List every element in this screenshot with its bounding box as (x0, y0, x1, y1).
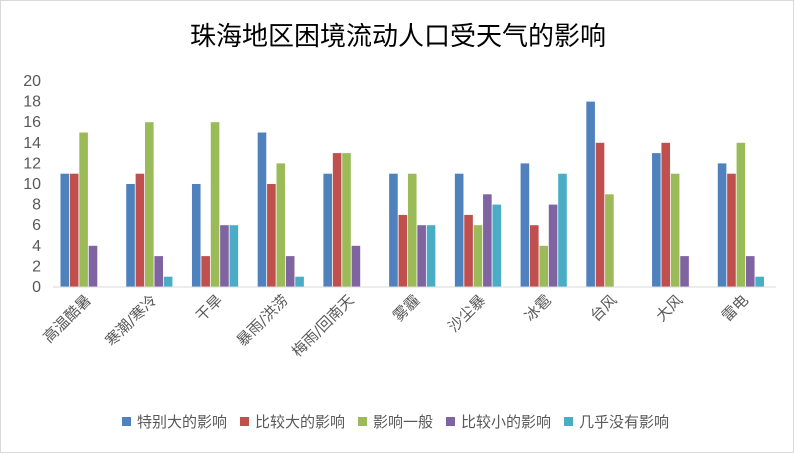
bar (529, 225, 539, 287)
legend-label: 比较大的影响 (255, 413, 345, 431)
bar (257, 132, 267, 287)
y-tick-label: 14 (23, 135, 41, 152)
bar (661, 142, 671, 287)
bar (595, 142, 605, 287)
bar (426, 225, 436, 287)
bar (586, 101, 595, 287)
x-tick-label: 高温酷暑 (40, 291, 95, 346)
legend-swatch (446, 417, 455, 426)
bar (154, 256, 164, 287)
y-tick-label: 16 (23, 114, 41, 131)
x-tick-label: 台风 (587, 291, 621, 325)
bar (267, 184, 276, 287)
legend-swatch (240, 417, 249, 426)
bar (191, 184, 201, 287)
bar (755, 276, 764, 287)
bar (605, 194, 614, 287)
y-tick-label: 2 (32, 258, 41, 275)
legend-label: 特别大的影响 (137, 413, 227, 431)
bar (60, 173, 70, 287)
bar (229, 225, 239, 287)
x-tick-label: 雾霾 (389, 291, 423, 325)
bar (473, 225, 483, 287)
bar (520, 163, 530, 287)
y-axis: 0 2 4 6 8 10 12 14 16 18 20 (23, 73, 41, 296)
x-tick-label: 雷电 (718, 291, 752, 325)
legend: 特别大的影响 比较大的影响 影响一般 比较小的影响 几乎没有影响 (122, 413, 669, 431)
bar (483, 194, 492, 287)
bar (135, 173, 145, 287)
x-tick-label: 沙尘暴 (444, 291, 489, 336)
x-tick-label: 梅雨/回南天 (288, 291, 357, 360)
bar (201, 256, 210, 287)
bar (398, 214, 408, 287)
bar (407, 173, 417, 287)
legend-label: 几乎没有影响 (579, 413, 669, 431)
y-tick-label: 6 (32, 217, 41, 234)
bar (145, 122, 154, 287)
legend-label: 影响一般 (373, 413, 433, 431)
x-tick-label: 寒潮/寒冷 (102, 291, 161, 350)
y-tick-label: 8 (32, 197, 41, 214)
bar (454, 173, 464, 287)
bar (163, 276, 173, 287)
bar (276, 163, 286, 287)
y-tick-label: 12 (23, 155, 41, 172)
bar (736, 142, 746, 287)
bar (464, 214, 473, 287)
bar (351, 245, 361, 287)
bar (548, 204, 558, 287)
y-tick-label: 4 (32, 238, 41, 255)
x-tick-label: 大风 (652, 291, 686, 325)
x-tick-label: 暴雨/洪涝 (233, 291, 292, 350)
bar (558, 173, 567, 287)
bar (717, 163, 727, 287)
bar (285, 256, 295, 287)
bar (670, 173, 680, 287)
legend-swatch (564, 417, 573, 426)
bars (60, 101, 764, 287)
bar (210, 122, 220, 287)
y-tick-label: 18 (23, 94, 41, 111)
bar (492, 204, 502, 287)
bar (88, 245, 98, 287)
bar (69, 173, 79, 287)
bar (332, 153, 342, 287)
bar (295, 276, 304, 287)
chart-title: 珠海地区困境流动人口受天气的影响 (190, 22, 606, 52)
bar (727, 173, 736, 287)
x-tick-label: 冰雹 (521, 291, 555, 325)
bar (323, 173, 333, 287)
bar (417, 225, 426, 287)
bar (652, 153, 661, 287)
y-tick-label: 10 (23, 176, 41, 193)
legend-label: 比较小的影响 (461, 413, 551, 431)
x-tick-label: 干旱 (192, 291, 226, 325)
bar (539, 245, 548, 287)
legend-swatch (358, 417, 367, 426)
bar (745, 256, 755, 287)
bar (389, 173, 398, 287)
bar (126, 184, 135, 287)
bar (342, 153, 351, 287)
bar (79, 132, 88, 287)
y-tick-label: 0 (32, 279, 41, 296)
y-tick-label: 20 (23, 73, 41, 90)
bar (680, 256, 689, 287)
legend-swatch (122, 417, 131, 426)
bar (220, 225, 229, 287)
